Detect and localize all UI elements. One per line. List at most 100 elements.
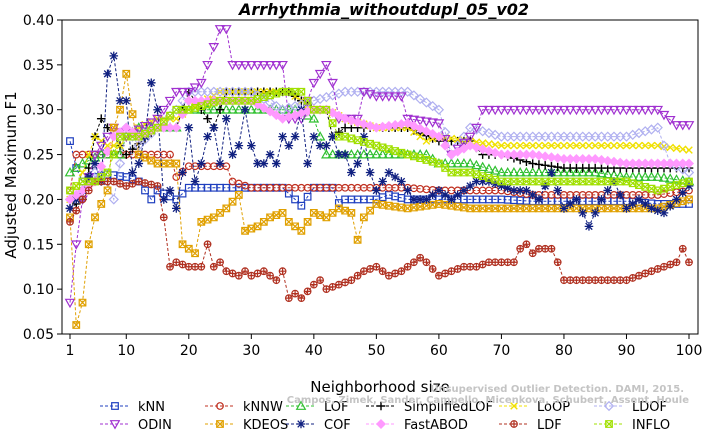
- data-point-fastabod: [271, 110, 282, 121]
- legend-label: LoOP: [537, 400, 570, 415]
- data-point-fastabod: [333, 110, 344, 121]
- data-point-odin: [608, 105, 620, 116]
- data-point-ldof: [658, 140, 670, 151]
- data-point-odin: [633, 105, 645, 116]
- data-point-ldf: [434, 271, 443, 280]
- data-point-odin: [139, 121, 151, 132]
- data-point-lof: [589, 166, 601, 177]
- data-point-cof: [615, 190, 625, 200]
- data-point-cof: [540, 181, 550, 191]
- data-point-odin: [170, 87, 182, 98]
- data-point-odin: [571, 105, 582, 116]
- data-point-kdeos: [222, 204, 231, 213]
- data-point-simplifiedlof: [334, 127, 344, 137]
- data-point-loop: [410, 128, 418, 136]
- data-point-cof: [165, 186, 175, 195]
- data-point-kdeos: [422, 201, 431, 210]
- data-point-ldf: [622, 276, 631, 284]
- data-point-ldf: [241, 267, 249, 276]
- data-point-inflo: [653, 186, 662, 195]
- data-point-ldf: [572, 276, 581, 284]
- data-point-lof: [596, 167, 607, 178]
- data-point-ldf: [591, 276, 600, 284]
- plot-frame: [61, 19, 699, 335]
- legend-item-lof: LOF: [286, 400, 349, 415]
- data-point-ldof: [652, 122, 663, 133]
- x-tick-label: 90: [618, 343, 636, 359]
- data-point-odin: [377, 92, 388, 102]
- data-point-ldf: [234, 271, 243, 280]
- data-point-loop: [109, 141, 118, 150]
- data-point-lof: [571, 166, 582, 177]
- legend-item-loop: LoOP: [499, 400, 570, 415]
- data-point-loop: [497, 141, 506, 150]
- data-point-ldf: [635, 271, 643, 280]
- data-point-ldf: [616, 276, 625, 284]
- y-tick-label: 0.20: [23, 192, 54, 208]
- data-point-lof: [646, 171, 657, 181]
- data-point-lof: [439, 158, 451, 168]
- x-tick-label: 80: [555, 343, 573, 359]
- data-point-ldf: [416, 253, 425, 262]
- data-point-loop: [553, 141, 562, 150]
- data-point-ldf: [660, 262, 668, 271]
- data-point-odin: [602, 105, 614, 116]
- data-point-odin: [439, 134, 451, 145]
- data-point-cof: [647, 204, 656, 213]
- data-point-lof: [95, 149, 107, 159]
- data-point-fastabod: [352, 117, 363, 128]
- data-point-kdeos: [91, 213, 99, 222]
- data-point-odin: [308, 78, 320, 89]
- series-line-odin: [69, 28, 689, 303]
- series-line-cof: [69, 55, 690, 228]
- data-point-kdeos: [191, 249, 199, 258]
- data-point-knnw: [166, 150, 174, 159]
- data-point-lof: [564, 166, 576, 177]
- data-point-simplifiedlof: [203, 114, 212, 123]
- data-point-fastabod: [96, 161, 107, 172]
- data-point-ldf: [510, 258, 518, 267]
- data-point-inflo: [685, 177, 693, 186]
- data-point-lof: [577, 166, 589, 177]
- data-point-cof: [109, 51, 119, 61]
- data-point-lof: [321, 149, 332, 159]
- data-point-cof: [159, 195, 169, 204]
- data-point-odin: [502, 105, 514, 116]
- data-point-inflo: [197, 102, 206, 111]
- data-point-knn: [291, 195, 299, 204]
- data-point-lof: [614, 170, 626, 181]
- data-point-cof: [190, 177, 200, 186]
- y-tick-label: 0.40: [23, 13, 54, 29]
- data-point-cof: [372, 186, 381, 195]
- legend-item-ldf: LDF: [499, 418, 562, 433]
- data-point-odin: [227, 60, 238, 71]
- data-point-ldf: [272, 276, 281, 284]
- data-point-odin: [514, 105, 526, 116]
- data-point-lof: [658, 172, 670, 182]
- data-point-kdeos: [216, 208, 224, 217]
- data-point-lof: [483, 163, 495, 173]
- x-tick-label: 50: [367, 343, 385, 359]
- data-point-ldf: [209, 262, 218, 271]
- data-point-cof: [184, 123, 194, 132]
- data-point-cof: [90, 159, 100, 168]
- legend-swatch-marker: [109, 420, 121, 430]
- data-point-lof: [621, 171, 632, 181]
- legend-swatch-marker: [216, 402, 224, 410]
- data-point-ldf: [685, 258, 693, 267]
- data-point-fastabod: [552, 153, 563, 164]
- data-point-inflo: [72, 182, 81, 190]
- data-point-ldf: [141, 179, 149, 187]
- data-point-kdeos: [278, 208, 287, 217]
- data-point-ldf: [441, 269, 450, 278]
- chart-title: Arrhythmia_withoutdupl_05_v02: [237, 0, 529, 19]
- data-point-cof: [490, 179, 500, 189]
- legend-label: COF: [324, 418, 351, 433]
- data-point-odin: [383, 92, 395, 102]
- data-point-fastabod: [258, 102, 269, 113]
- data-point-ldf: [309, 280, 318, 289]
- data-point-cof: [497, 181, 506, 191]
- data-point-inflo: [272, 89, 281, 98]
- data-point-ldf: [503, 258, 512, 267]
- data-point-fastabod: [171, 122, 182, 133]
